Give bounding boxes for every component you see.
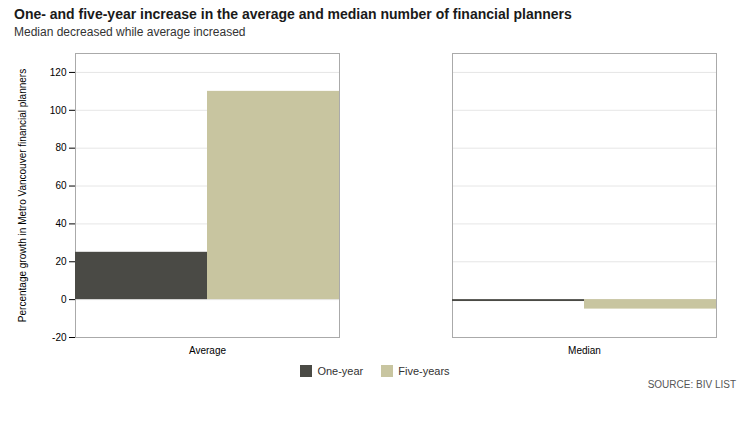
svg-text:120: 120	[50, 67, 67, 78]
svg-text:40: 40	[55, 218, 67, 229]
html-text:One-year: One-year	[317, 365, 364, 377]
svg-text:20: 20	[55, 256, 67, 267]
svg-text:60: 60	[55, 180, 67, 191]
svg-text:Average: Average	[189, 345, 227, 356]
svg-text:100: 100	[50, 105, 67, 116]
html-text:Five-years: Five-years	[398, 365, 450, 377]
svg-text:-20: -20	[52, 332, 67, 343]
html-text:Median decreased while average: Median decreased while average increased	[14, 25, 246, 39]
html-text:SOURCE: BIV LIST: SOURCE: BIV LIST	[647, 379, 736, 390]
html-text:One- and five-year increase in: One- and five-year increase in the avera…	[14, 6, 572, 22]
svg-text:Percentage growth in Metro Van: Percentage growth in Metro Vancouver fin…	[17, 69, 28, 322]
svg-text:80: 80	[55, 142, 67, 153]
svg-text:0: 0	[61, 294, 67, 305]
svg-text:Median: Median	[568, 345, 601, 356]
